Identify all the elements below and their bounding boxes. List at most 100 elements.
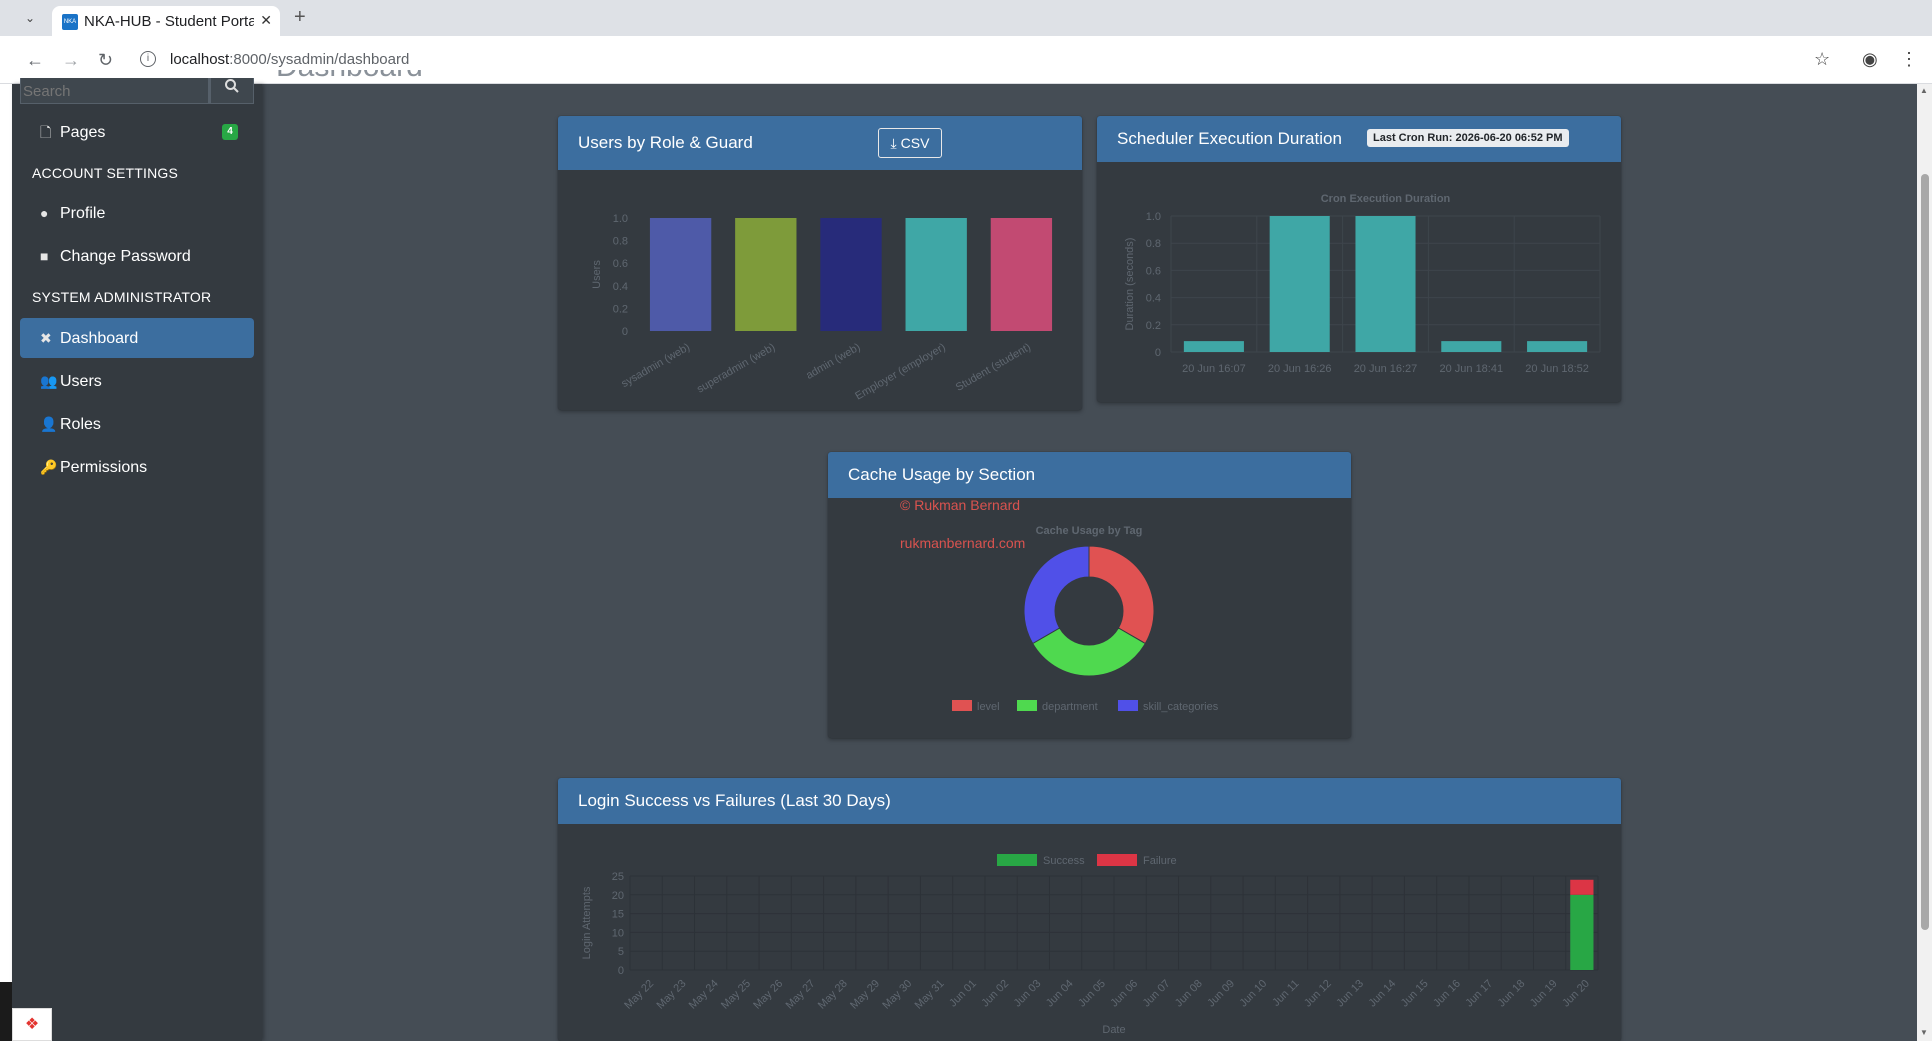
x-tick-label: May 25 (719, 978, 753, 1012)
sidebar-item-roles[interactable]: 👤 Roles (20, 404, 254, 444)
x-tick-label: Jun 13 (1334, 978, 1366, 1010)
legend-label: skill_categories (1143, 701, 1219, 713)
lock-icon: ■ (40, 248, 49, 264)
bar (1570, 879, 1594, 895)
x-tick-label: Jun 17 (1463, 978, 1495, 1010)
x-tick-label: 20 Jun 18:52 (1525, 363, 1589, 375)
account-settings-header: ACCOUNT SETTINGS (32, 165, 179, 181)
sidebar: 🗋Pages 4 ACCOUNT SETTINGS ●Profile ■Chan… (12, 78, 262, 1041)
page-scrollbar[interactable]: ▲ ▼ (1917, 84, 1932, 1041)
pie-slice (1023, 545, 1090, 645)
x-tick-label: May 22 (622, 978, 656, 1012)
cron-duration-chart: 0 0.2 0.4 0.6 0.8 1.0 Cron Execution Duration D… (1124, 193, 1601, 375)
y-tick-label: 0 (618, 965, 624, 977)
close-tab-icon[interactable]: ✕ (260, 12, 272, 28)
bar (649, 218, 712, 331)
users-by-role-chart: 0 0.2 0.4 0.6 0.8 1.0 Users sysadmin (web) super… (591, 213, 1053, 403)
y-tick-label: 15 (612, 909, 624, 921)
y-tick-label: 5 (618, 946, 624, 958)
x-tick-label: Jun 07 (1141, 978, 1173, 1010)
system-administrator-header: SYSTEM ADMINISTRATOR (32, 289, 212, 305)
forward-icon[interactable]: → (62, 50, 80, 70)
left-edge (0, 84, 12, 1041)
x-tick-label: Jun 16 (1431, 978, 1463, 1010)
scroll-thumb[interactable] (1921, 174, 1929, 930)
x-tick-label: Jun 04 (1044, 978, 1076, 1010)
sidebar-item-change-password[interactable]: ■ Change Password (20, 236, 254, 276)
csv-download-button[interactable]: ⤓ CSV (878, 128, 942, 158)
sidebar-search (20, 78, 210, 104)
last-cron-badge: Last Cron Run: 2026-06-20 06:52 PM (1367, 129, 1569, 147)
x-tick-label: May 23 (655, 978, 689, 1012)
tab-title: NKA-HUB - Student Portal (84, 13, 254, 30)
file-icon: 🗋 (40, 124, 52, 140)
favicon-icon: NKA (62, 14, 78, 30)
card-title: Users by Role & Guard (578, 133, 753, 152)
y-tick-label: 0.4 (613, 281, 628, 293)
search-icon (225, 79, 239, 93)
tab-search-chevron-icon[interactable]: ⌄ (24, 11, 36, 25)
sidebar-item-dashboard[interactable]: ✖ Dashboard (20, 318, 254, 358)
x-tick-label: Jun 09 (1205, 978, 1237, 1010)
card-title: Cache Usage by Section (848, 465, 1036, 484)
legend-label: level (977, 701, 1000, 713)
bar (820, 218, 882, 331)
watermark-link[interactable]: rukmanbernard.com (900, 535, 1026, 551)
users-by-role-card: Users by Role & Guard ⤓ CSV 0 0.2 0.4 0.6 0.… (558, 116, 1082, 410)
browser-tab[interactable]: NKA NKA-HUB - Student Portal ✕ (52, 6, 280, 36)
login-attempts-card: Login Success vs Failures (Last 30 Days)… (558, 778, 1621, 1041)
reload-icon[interactable]: ↻ (98, 50, 114, 70)
site-info-icon[interactable]: i (140, 51, 156, 67)
card-title: Login Success vs Failures (Last 30 Days) (578, 791, 891, 810)
y-tick-label: 0.2 (1146, 320, 1161, 332)
x-tick-label: sysadmin (web) (619, 341, 692, 390)
x-tick-label: Jun 05 (1076, 978, 1108, 1010)
sidebar-item-pages[interactable]: 🗋 Pages 4 (20, 112, 254, 152)
search-input[interactable] (23, 78, 209, 104)
laravel-debugbar-icon[interactable]: ❖ (12, 1008, 52, 1041)
x-axis-label: Date (1102, 1024, 1125, 1036)
legend-swatch (1017, 700, 1037, 711)
chart-title: Cron Execution Duration (1321, 193, 1451, 205)
bar (1183, 341, 1244, 352)
bar (735, 218, 797, 331)
x-tick-label: Jun 18 (1496, 978, 1528, 1010)
x-tick-label: Jun 01 (947, 978, 979, 1010)
search-button[interactable] (210, 78, 254, 104)
watermark-copyright: © Rukman Bernard (900, 497, 1021, 513)
scroll-up-icon[interactable]: ▲ (1920, 86, 1928, 95)
scroll-down-icon[interactable]: ▼ (1920, 1028, 1928, 1037)
url-field[interactable]: localhost:8000/sysadmin/dashboard (170, 51, 410, 68)
legend-swatch (1118, 700, 1138, 711)
footer-dark-strip (0, 982, 12, 1041)
menu-kebab-icon[interactable]: ⋮ (1900, 49, 1918, 69)
x-tick-label: May 30 (880, 978, 914, 1012)
sidebar-item-profile[interactable]: ● Profile (20, 193, 254, 233)
cache-usage-card: Cache Usage by Section © Rukman Bernard … (828, 452, 1351, 738)
legend-label: Success (1043, 855, 1085, 867)
card-header: Users by Role & Guard ⤓ CSV (558, 116, 1082, 170)
x-tick-label: May 26 (751, 978, 785, 1012)
x-tick-label: May 29 (848, 978, 882, 1012)
x-tick-label: May 27 (784, 978, 818, 1012)
page-title: Dashboard (276, 70, 423, 84)
new-tab-icon[interactable]: + (294, 6, 306, 28)
card-header: Cache Usage by Section (828, 452, 1351, 498)
y-tick-label: 0.2 (613, 303, 628, 315)
tools-icon: ✖ (40, 330, 52, 346)
sidebar-item-permissions[interactable]: 🔑 Permissions (20, 447, 254, 487)
x-tick-label: 20 Jun 16:27 (1354, 363, 1418, 375)
back-icon[interactable]: ← (26, 50, 44, 70)
legend-swatch (1097, 854, 1137, 866)
x-tick-label: Student (student) (954, 341, 1033, 394)
sidebar-item-users[interactable]: 👥 Users (20, 361, 254, 401)
x-tick-label: May 31 (913, 978, 947, 1012)
bar (905, 218, 967, 331)
bookmark-star-icon[interactable]: ☆ (1814, 49, 1831, 69)
x-tick-label: admin (web) (804, 341, 862, 382)
y-tick-label: 0 (1155, 347, 1161, 359)
user-cog-icon: 👤 (40, 416, 58, 432)
profile-icon[interactable]: ◉ (1862, 49, 1878, 69)
y-axis-label: Users (591, 260, 603, 289)
scheduler-card: Scheduler Execution Duration Last Cron R… (1097, 116, 1621, 402)
